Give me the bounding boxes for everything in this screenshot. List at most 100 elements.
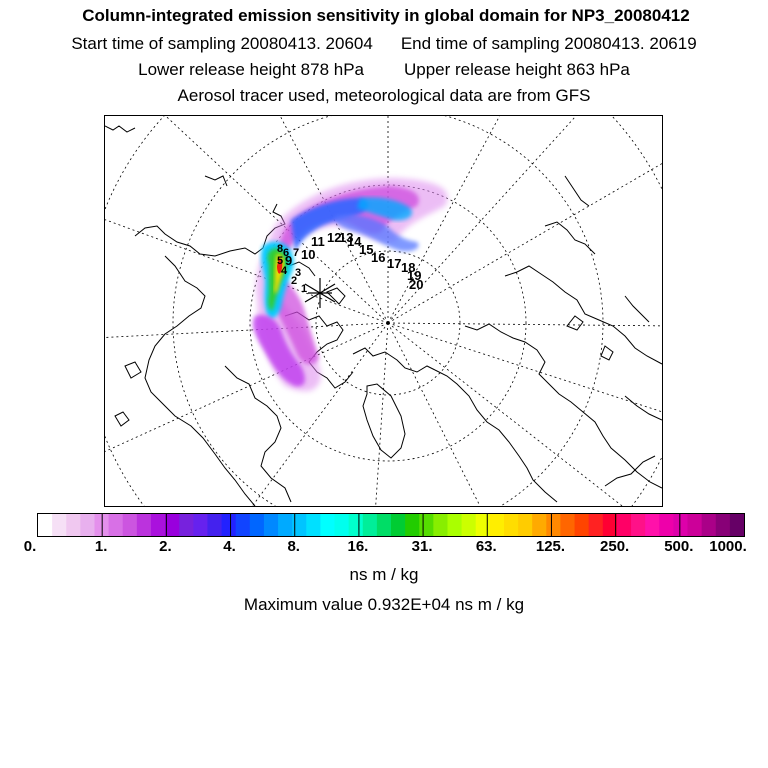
colorbar-bin (616, 514, 632, 536)
colorbar-tick-label: 63. (475, 538, 497, 555)
traj-label-10: 10 (301, 247, 315, 262)
meridian-lines (105, 116, 662, 506)
colorbar-bin (447, 514, 463, 536)
sampling-times: Start time of sampling 20080413. 20604 En… (0, 34, 768, 54)
colorbar-tick-label: 0. (23, 538, 37, 555)
colorbar-bin (461, 514, 477, 536)
traj-label-8: 8 (277, 243, 283, 255)
colorbar-bin (687, 514, 703, 536)
colorbar-bin (150, 514, 166, 536)
traj-label-11: 11 (311, 234, 325, 249)
colorbar-bin (334, 514, 350, 536)
colorbar-bin (292, 514, 307, 536)
traj-label-19: 19 (407, 268, 421, 283)
colorbar-bin (729, 514, 744, 536)
colorbar-unit: ns m / kg (349, 565, 419, 584)
colorbar-bin (66, 514, 81, 536)
colorbar-bin (503, 514, 519, 536)
colorbar-bin (405, 514, 420, 536)
traj-label-12: 12 (327, 230, 341, 245)
colorbar-bin (391, 514, 406, 536)
traj-label-9: 9 (285, 253, 292, 268)
colorbar-bin (574, 514, 590, 536)
end-time-label: End time of sampling 20080413. 20619 (400, 34, 697, 53)
colorbar-bin (80, 514, 96, 536)
map-canvas: 9 10 11 12 13 14 15 16 17 18 19 20 1 2 3… (105, 116, 662, 506)
latitude-circles (105, 116, 662, 506)
colorbar-tick-label: 250. (600, 538, 630, 555)
colorbar-bin (419, 514, 434, 536)
colorbar-bin (489, 514, 505, 536)
colorbar-bin (673, 514, 689, 536)
colorbar-bin (715, 514, 731, 536)
colorbar-bin (108, 514, 124, 536)
upper-release-height: Upper release height 863 hPa (404, 60, 630, 79)
traj-label-4: 4 (281, 265, 288, 277)
colorbar-bin (376, 514, 392, 536)
traj-label-20: 20 (409, 277, 423, 292)
emission-sensitivity-plume (252, 178, 448, 392)
traj-label-17: 17 (387, 256, 401, 271)
colorbar-bin (560, 514, 576, 536)
colorbar-bin (165, 514, 180, 536)
colorbar (37, 513, 745, 537)
lower-release-height: Lower release height 878 hPa (138, 60, 364, 79)
colorbar-bin (235, 514, 251, 536)
release-point-marker (304, 278, 336, 308)
colorbar-bin (263, 514, 279, 536)
colorbar-bin (631, 514, 646, 536)
colorbar-bin (179, 514, 194, 536)
traj-label-15: 15 (359, 242, 373, 257)
trajectory-labels: 9 10 11 12 13 14 15 16 17 18 19 20 1 2 3… (277, 230, 423, 295)
colorbar-bin (588, 514, 604, 536)
traj-label-14: 14 (347, 234, 362, 249)
colorbar-bin (701, 514, 717, 536)
colorbar-bin (249, 514, 265, 536)
colorbar-bin (136, 514, 152, 536)
colorbar-bin (52, 514, 67, 536)
traj-label-13: 13 (339, 230, 353, 245)
colorbar-bin (348, 514, 364, 536)
traj-label-1: 1 (301, 283, 307, 295)
colorbar-tick-label: 125. (535, 538, 566, 555)
colorbar-bin (433, 514, 449, 536)
colorbar-tick-label: 16. (347, 538, 369, 555)
colorbar-tick-label: 31. (411, 538, 433, 555)
traj-label-16: 16 (371, 250, 385, 265)
colorbar-bin (659, 514, 674, 536)
colorbar-tick-label: 2. (159, 538, 172, 555)
colorbar-tick-label: 1000. (709, 538, 747, 555)
traj-label-7: 7 (293, 247, 299, 259)
traj-label-5: 5 (277, 255, 283, 267)
colorbar-tick-label: 1. (94, 538, 108, 555)
colorbar-bin (193, 514, 209, 536)
colorbar-bin (207, 514, 223, 536)
traj-label-18: 18 (401, 260, 415, 275)
colorbar-bin (518, 514, 533, 536)
colorbar-bin (306, 514, 321, 536)
start-time-label: Start time of sampling 20080413. 20604 (71, 34, 373, 53)
colorbar-svg (38, 514, 744, 536)
colorbar-tick-label: 4. (223, 538, 236, 555)
colorbar-bin (38, 514, 53, 536)
traj-label-6: 6 (283, 247, 289, 259)
tracer-info: Aerosol tracer used, meteorological data… (177, 86, 591, 105)
colorbar-bin (278, 514, 293, 536)
colorbar-bin (320, 514, 336, 536)
colorbar-bin (602, 514, 618, 536)
colorbar-bin (475, 514, 491, 536)
colorbar-bin (362, 514, 378, 536)
coastlines (105, 125, 662, 506)
colorbar-bin (645, 514, 660, 536)
traj-label-3: 3 (295, 267, 301, 279)
polar-map: 9 10 11 12 13 14 15 16 17 18 19 20 1 2 3… (104, 115, 663, 507)
maximum-value: Maximum value 0.932E+04 ns m / kg (243, 595, 525, 614)
colorbar-bin (221, 514, 237, 536)
colorbar-tick-label: 500. (664, 538, 694, 555)
traj-label-2: 2 (291, 275, 297, 287)
release-heights: Lower release height 878 hPa Upper releas… (0, 60, 768, 80)
colorbar-bin (122, 514, 138, 536)
colorbar-bin (532, 514, 547, 536)
colorbar-bin (546, 514, 562, 536)
colorbar-tick-label: 8. (287, 538, 300, 555)
